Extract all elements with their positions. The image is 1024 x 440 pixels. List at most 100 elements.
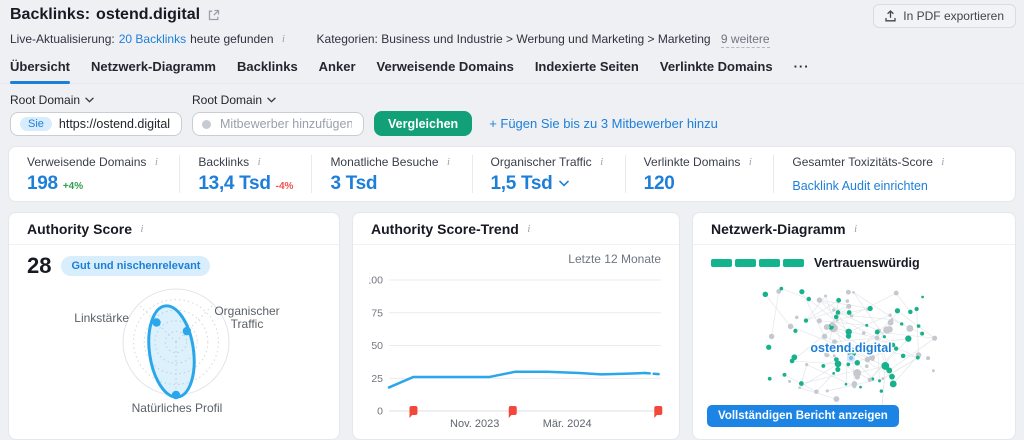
metric-label: Monatliche Besuche <box>330 155 439 169</box>
chevron-down-icon <box>559 180 570 187</box>
metric-value: 3 Tsd <box>330 173 378 194</box>
tab-übersicht[interactable]: Übersicht <box>10 59 70 84</box>
page-title-domain: ostend.digital <box>96 6 201 23</box>
add-competitors-link[interactable]: + Fügen Sie bis zu 3 Mitbewerber hinzu <box>489 116 718 131</box>
root-domain-select-you[interactable]: Root Domain <box>10 93 182 107</box>
info-icon[interactable]: i <box>154 156 158 168</box>
svg-text:Traffic: Traffic <box>231 317 264 331</box>
metric-backlinks: Backlinks i 13,4 Tsd -4% <box>179 155 311 193</box>
info-icon[interactable]: i <box>140 223 144 235</box>
info-icon[interactable]: i <box>282 33 285 45</box>
external-link-icon[interactable] <box>208 9 220 21</box>
compare-button[interactable]: Vergleichen <box>374 111 473 136</box>
metric-value: 120 <box>643 173 675 194</box>
metric-label: Verweisende Domains <box>27 155 147 169</box>
svg-text:75: 75 <box>371 307 383 319</box>
authority-score-value: 28 <box>27 253 52 278</box>
report-tabs: Übersicht Netzwerk-Diagramm Backlinks Anker… <box>0 59 1024 84</box>
info-icon[interactable]: i <box>854 223 858 235</box>
svg-text:ostend.digital: ostend.digital <box>810 341 891 355</box>
your-domain-input[interactable]: Sie https://ostend.digital <box>10 112 182 136</box>
overview-cards: Authority Score i 28 Gut und nischenrele… <box>8 212 1016 440</box>
categories: Kategorien: Business und Industrie > Wer… <box>316 32 770 48</box>
your-domain-value: https://ostend.digital <box>58 117 171 131</box>
tabs-more-button[interactable]: ··· <box>793 59 810 74</box>
info-icon[interactable]: i <box>527 223 531 235</box>
topbar: Backlinks: ostend.digital In PDF exporti… <box>0 0 1024 48</box>
authority-trend-title: Authority Score-Trend <box>371 221 519 237</box>
categories-path: Business und Industrie > Werbung und Mar… <box>381 32 711 46</box>
competitor-dot-icon <box>202 119 211 129</box>
live-update-suffix: heute gefunden <box>190 32 274 46</box>
authority-score-badge: Gut und nischenrelevant <box>61 256 211 276</box>
tab-verlinkte-domains[interactable]: Verlinkte Domains <box>659 59 773 74</box>
svg-text:Linkstärke: Linkstärke <box>74 311 129 325</box>
full-report-button[interactable]: Vollständigen Bericht anzeigen <box>707 405 899 427</box>
export-pdf-button[interactable]: In PDF exportieren <box>873 4 1016 28</box>
svg-text:Natürliches Profil: Natürliches Profil <box>132 401 223 415</box>
authority-trend-chart: 0 25 50 75 100 Nov. 2023 Mär. 2024 <box>369 275 663 430</box>
metric-gesamter-toxizitäts-score: Gesamter Toxizitäts-Score i Backlink Audit… <box>773 155 966 193</box>
tab-anker[interactable]: Anker <box>318 59 356 74</box>
page-title: Backlinks: ostend.digital <box>10 6 220 24</box>
metric-organischer-traffic: Organischer Traffic i 1,5 Tsd <box>471 155 625 194</box>
root-domain-select-competitor[interactable]: Root Domain <box>192 93 364 107</box>
info-icon[interactable]: i <box>257 156 261 168</box>
svg-text:Nov. 2023: Nov. 2023 <box>450 418 499 430</box>
tab-backlinks[interactable]: Backlinks <box>236 59 298 74</box>
live-backlinks-link[interactable]: 20 Backlinks <box>118 32 187 46</box>
trust-rating-label: Vertrauenswürdig <box>814 256 920 270</box>
network-diagram-title: Netzwerk-Diagramm <box>711 221 846 237</box>
you-badge: Sie <box>20 117 52 131</box>
trust-rating: Vertrauenswürdig <box>693 245 1015 270</box>
svg-text:Mär. 2024: Mär. 2024 <box>543 418 592 430</box>
domain-filters: Root Domain Sie https://ostend.digital R… <box>0 93 1024 136</box>
authority-score-trend-card: Authority Score-Trend i Letzte 12 Monate… <box>352 212 680 440</box>
metric-delta: -4% <box>275 181 294 192</box>
trust-segment <box>783 259 804 267</box>
svg-text:Organischer: Organischer <box>214 304 279 318</box>
metric-value: 198 <box>27 173 58 194</box>
trend-period-label: Letzte 12 Monate <box>568 252 661 266</box>
authority-score-card: Authority Score i 28 Gut und nischenrele… <box>8 212 340 440</box>
svg-text:50: 50 <box>371 340 383 352</box>
metric-verlinkte-domains: Verlinkte Domains i 120 <box>624 155 774 194</box>
meta-row: Live-Aktualisierung: 20 Backlinks heute … <box>10 32 1016 48</box>
trust-segment <box>735 259 756 267</box>
page-title-prefix: Backlinks: <box>10 6 91 23</box>
svg-text:25: 25 <box>371 373 383 385</box>
competitor-input[interactable] <box>218 116 354 132</box>
metric-value: 13,4 Tsd <box>198 173 271 194</box>
network-graph: ostend.digital <box>762 286 938 417</box>
live-update-label: Live-Aktualisierung: <box>10 32 115 46</box>
backlink-audit-link[interactable]: Backlink Audit einrichten <box>792 179 928 193</box>
competitor-input-wrap <box>192 112 364 136</box>
svg-text:0: 0 <box>377 406 383 418</box>
info-icon[interactable]: i <box>941 156 945 168</box>
metric-label: Organischer Traffic <box>490 155 592 169</box>
trust-segment <box>759 259 780 267</box>
tab-netzwerk-diagramm[interactable]: Netzwerk-Diagramm <box>90 59 216 74</box>
export-pdf-label: In PDF exportieren <box>903 9 1004 23</box>
metric-value[interactable]: 1,5 Tsd <box>490 173 553 194</box>
trust-segment <box>711 259 732 267</box>
metric-verweisende-domains: Verweisende Domains i 198 +4% <box>9 155 179 193</box>
chevron-down-icon <box>85 97 94 103</box>
trust-rating-segments <box>711 259 804 267</box>
info-icon[interactable]: i <box>600 156 604 168</box>
chevron-down-icon <box>267 97 276 103</box>
root-domain-label: Root Domain <box>10 93 81 107</box>
metric-delta: +4% <box>62 181 84 192</box>
info-icon[interactable]: i <box>447 156 450 168</box>
categories-label: Kategorien: <box>316 32 378 46</box>
root-domain-label: Root Domain <box>192 93 263 107</box>
tab-verweisende-domains[interactable]: Verweisende Domains <box>376 59 514 74</box>
tab-indexierte-seiten[interactable]: Indexierte Seiten <box>534 59 639 74</box>
metric-label: Gesamter Toxizitäts-Score <box>792 155 933 169</box>
categories-more-link[interactable]: 9 weitere <box>720 32 770 48</box>
authority-score-title: Authority Score <box>27 221 133 237</box>
metric-label: Backlinks <box>198 155 250 169</box>
info-icon[interactable]: i <box>748 156 752 168</box>
